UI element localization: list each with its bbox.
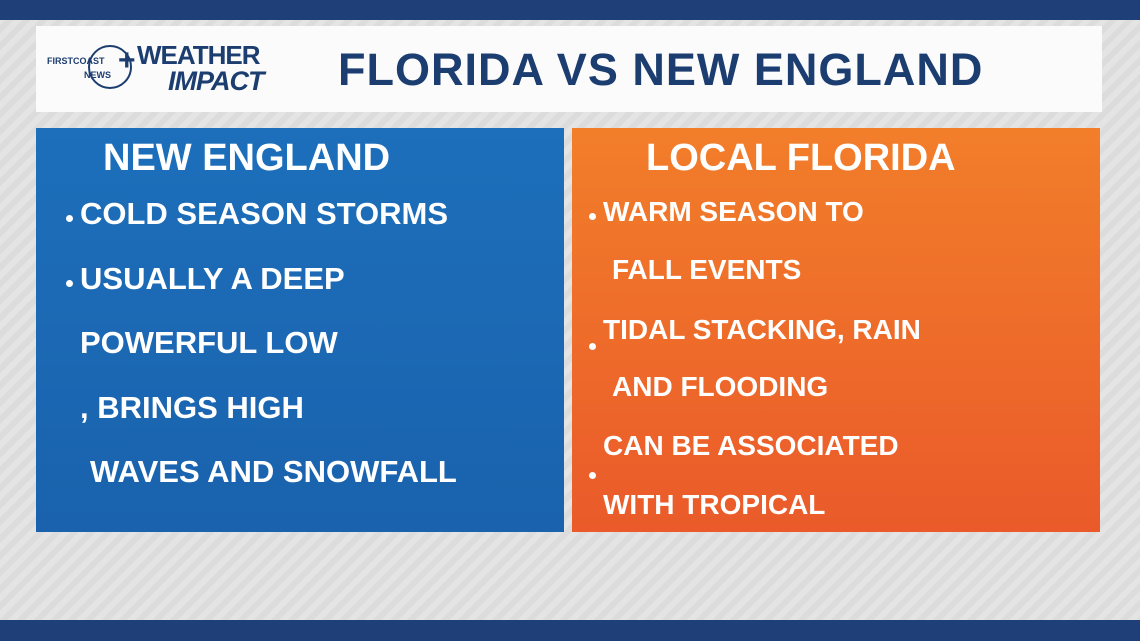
line: COLD SEASON STORMS (80, 196, 449, 231)
panel-florida (572, 128, 1100, 532)
logo-network: NEWS (84, 70, 111, 80)
panel-title: NEW ENGLAND (103, 137, 391, 179)
bottom-bar (0, 620, 1140, 641)
line: AND FLOODING (612, 371, 829, 402)
panel-new-england (36, 128, 564, 532)
logo-plus: + (118, 44, 136, 77)
top-bar (0, 0, 1140, 20)
line: FALL EVENTS (612, 254, 802, 285)
line: TIDAL STACKING, RAIN (603, 314, 921, 345)
line: CAN BE ASSOCIATED (603, 430, 899, 461)
line: WARM SEASON TO (603, 196, 864, 227)
line: , BRINGS HIGH (80, 390, 304, 425)
bullet (589, 343, 596, 350)
header (36, 26, 1102, 112)
title: FLORIDA VS NEW ENGLAND (338, 44, 984, 95)
line: WAVES AND SNOWFALL (90, 454, 457, 489)
logo-station: FIRSTCOAST (47, 56, 105, 66)
bullet (66, 280, 73, 287)
line: WITH TROPICAL (603, 489, 826, 520)
bullet (589, 213, 596, 220)
line: POWERFUL LOW (80, 325, 338, 360)
logo-brand-top: WEATHER (137, 40, 261, 70)
bullet (589, 472, 596, 479)
logo-brand-bottom: IMPACT (168, 66, 264, 96)
panel-title: LOCAL FLORIDA (646, 137, 956, 179)
line: USUALLY A DEEP (80, 261, 345, 296)
logo-ring (88, 45, 132, 89)
bullet (66, 215, 73, 222)
